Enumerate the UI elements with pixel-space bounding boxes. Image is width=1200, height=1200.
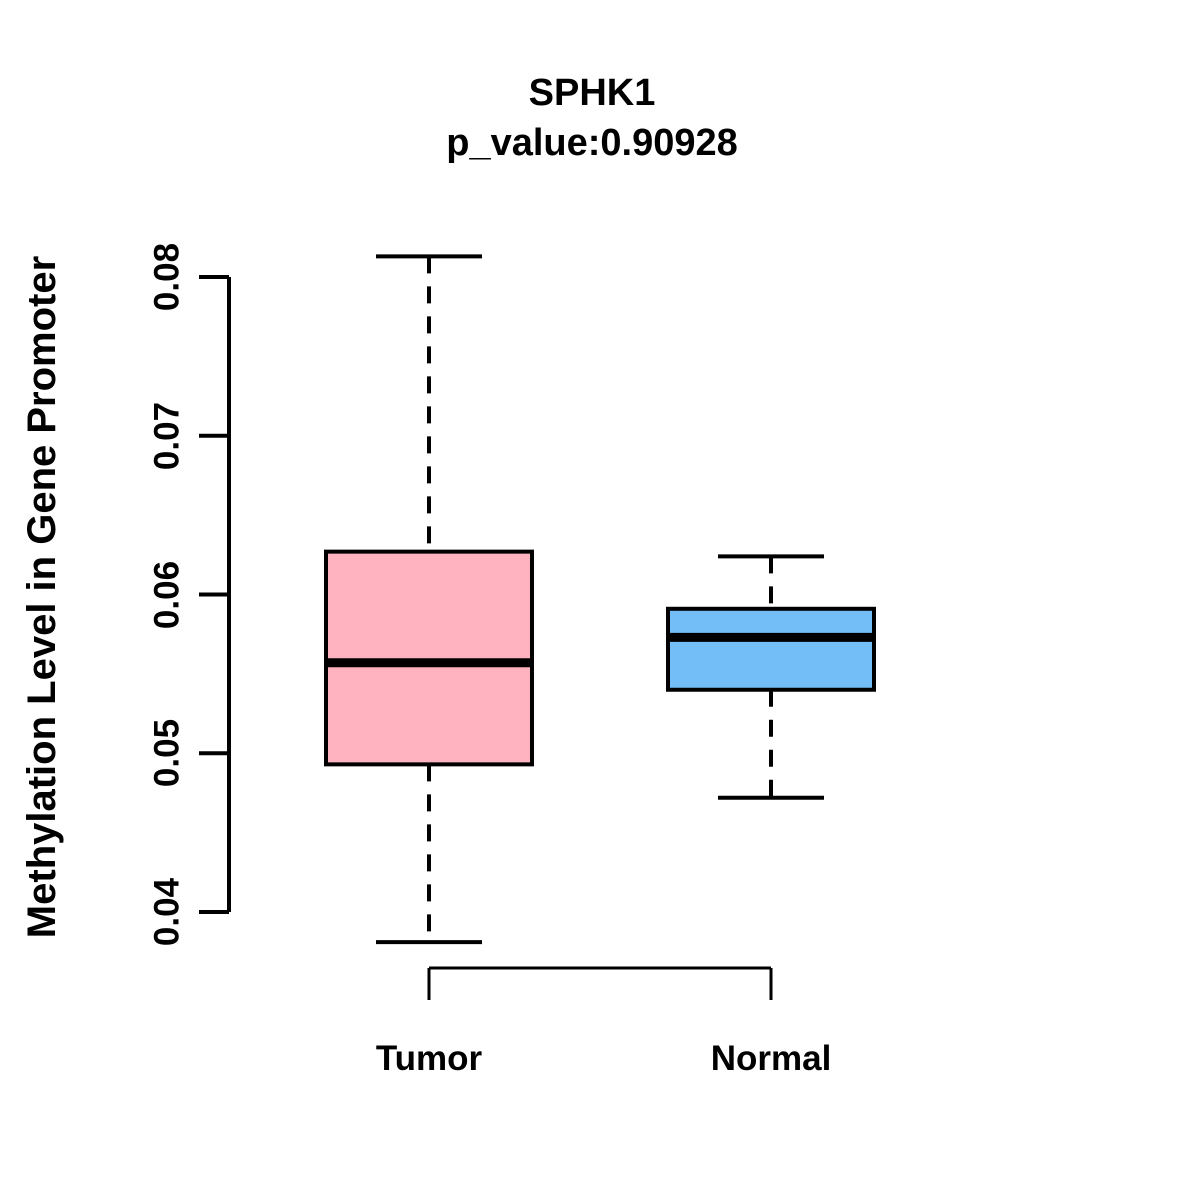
iqr-box-tumor <box>324 549 534 767</box>
chart-subtitle-pvalue: p_value:0.90928 <box>446 122 738 164</box>
x-category-label-normal: Normal <box>710 1039 832 1078</box>
iqr-box-normal <box>666 606 876 692</box>
y-axis-label: Methylation Level in Gene Promoter <box>20 255 64 939</box>
y-tick-label-004: 0.04 <box>147 877 187 947</box>
y-tick-label-005: 0.05 <box>147 719 187 788</box>
chart-title: SPHK1 <box>528 72 656 114</box>
y-tick-label-007: 0.07 <box>147 401 187 470</box>
y-tick-label-006: 0.06 <box>147 560 187 629</box>
x-category-label-tumor: Tumor <box>375 1039 483 1078</box>
y-tick-label-008: 0.08 <box>147 242 187 312</box>
